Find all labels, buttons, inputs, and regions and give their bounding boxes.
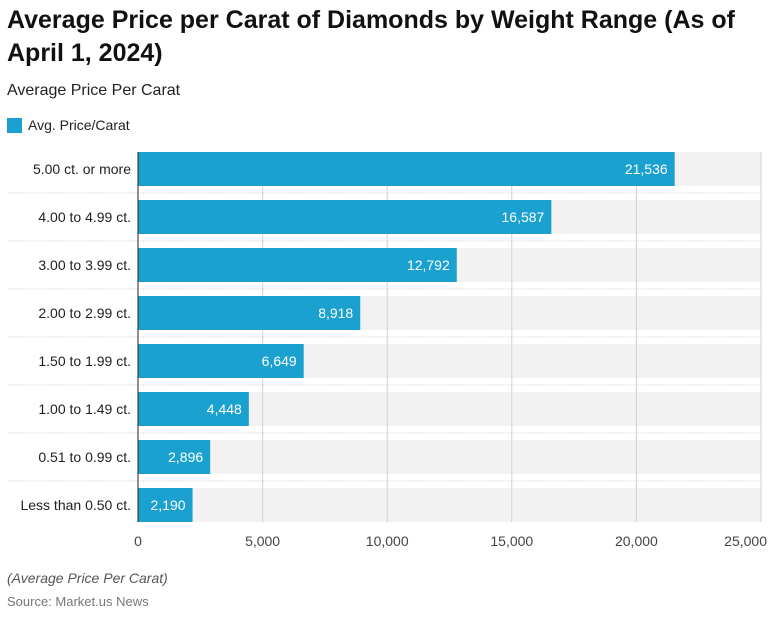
chart-note: (Average Price Per Carat) — [7, 570, 168, 586]
bar — [138, 344, 304, 378]
bar — [138, 296, 361, 330]
x-tick-label: 20,000 — [615, 533, 658, 549]
data-label: 21,536 — [625, 161, 668, 177]
data-label: 12,792 — [407, 257, 450, 273]
row-band — [138, 488, 761, 522]
category-label: 4.00 to 4.99 ct. — [38, 209, 131, 225]
category-label: 2.00 to 2.99 ct. — [38, 305, 131, 321]
bar-chart: 0 5,000 10,000 15,000 20,000 25,000 5.00 ct. o… — [8, 152, 767, 549]
x-tick-label: 0 — [134, 533, 142, 549]
chart-title: Average Price per Carat of Diamonds by W… — [7, 6, 735, 67]
bar — [138, 200, 552, 234]
chart-source: Source: Market.us News — [7, 594, 149, 609]
legend-swatch — [7, 117, 22, 133]
data-label: 8,918 — [318, 305, 353, 321]
category-label: Less than 0.50 ct. — [20, 497, 131, 513]
category-label: 1.00 to 1.49 ct. — [38, 401, 131, 417]
bar — [138, 488, 193, 522]
bar — [138, 248, 457, 282]
x-tick-label: 15,000 — [490, 533, 533, 549]
data-label: 16,587 — [502, 209, 545, 225]
data-label: 2,896 — [168, 449, 203, 465]
bar — [138, 392, 249, 426]
x-tick-label: 5,000 — [245, 533, 280, 549]
category-label: 5.00 ct. or more — [33, 161, 131, 177]
data-label: 6,649 — [262, 353, 297, 369]
legend-label: Avg. Price/Carat — [28, 117, 130, 133]
data-label: 4,448 — [207, 401, 242, 417]
bar — [138, 440, 211, 474]
data-label: 2,190 — [151, 497, 186, 513]
x-tick-label: 10,000 — [366, 533, 409, 549]
chart-subtitle: Average Price Per Carat — [7, 82, 181, 99]
legend: Avg. Price/Carat — [7, 117, 130, 133]
x-tick-label: 25,000 — [724, 533, 767, 549]
category-label: 1.50 to 1.99 ct. — [38, 353, 131, 369]
category-label: 0.51 to 0.99 ct. — [38, 449, 131, 465]
bar — [138, 152, 675, 186]
category-label: 3.00 to 3.99 ct. — [38, 257, 131, 273]
row-band — [138, 440, 761, 474]
